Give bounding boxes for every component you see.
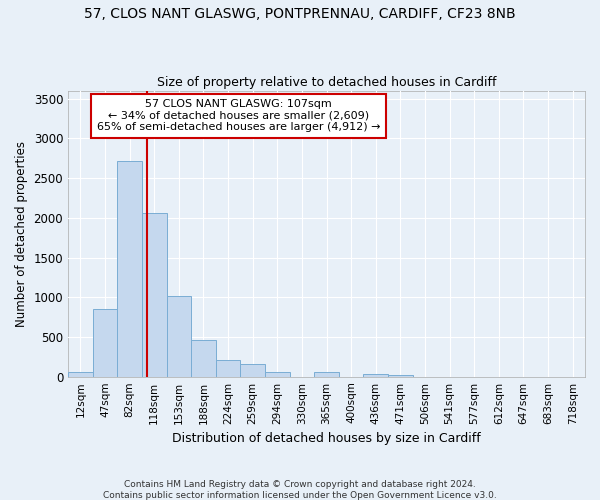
Title: Size of property relative to detached houses in Cardiff: Size of property relative to detached ho… [157,76,496,90]
Bar [117,160,142,376]
Y-axis label: Number of detached properties: Number of detached properties [15,140,28,326]
Bar [241,364,265,376]
Bar [142,213,167,376]
Text: 57, CLOS NANT GLASWG, PONTPRENNAU, CARDIFF, CF23 8NB: 57, CLOS NANT GLASWG, PONTPRENNAU, CARDI… [84,8,516,22]
Bar [92,309,117,376]
Bar [216,360,241,376]
Bar [265,372,290,376]
Bar [388,374,413,376]
Bar [364,374,388,376]
Bar [167,296,191,376]
X-axis label: Distribution of detached houses by size in Cardiff: Distribution of detached houses by size … [172,432,481,445]
Bar [191,340,216,376]
Text: 57 CLOS NANT GLASWG: 107sqm
← 34% of detached houses are smaller (2,609)
65% of : 57 CLOS NANT GLASWG: 107sqm ← 34% of det… [97,99,380,132]
Bar [68,372,92,376]
Text: Contains HM Land Registry data © Crown copyright and database right 2024.
Contai: Contains HM Land Registry data © Crown c… [103,480,497,500]
Bar [314,372,339,376]
